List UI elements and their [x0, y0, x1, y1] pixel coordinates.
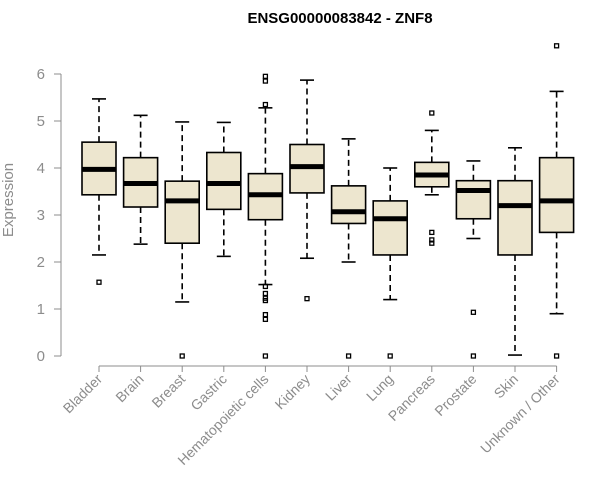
- y-tick-label: 3: [37, 207, 45, 224]
- x-tick-label: Skin: [491, 371, 522, 402]
- box-group: [164, 121, 200, 359]
- outlier-point: [387, 353, 393, 359]
- y-tick-label: 4: [37, 160, 45, 177]
- outlier-point: [262, 101, 269, 108]
- y-tick-label: 6: [37, 66, 45, 83]
- y-tick-label: 0: [37, 348, 45, 365]
- outlier-point: [262, 295, 269, 301]
- iqr-box: [206, 151, 242, 211]
- outlier-point: [429, 229, 435, 236]
- x-tick-label: Prostate: [431, 371, 479, 419]
- outlier-point: [553, 353, 560, 359]
- outlier-point: [179, 353, 185, 359]
- box-group: [413, 110, 450, 246]
- y-axis-label: Expression: [0, 163, 17, 237]
- y-tick-label: 1: [37, 301, 45, 318]
- box-group: [372, 167, 409, 359]
- box-group: [455, 160, 492, 359]
- y-tick-label: 5: [37, 113, 45, 130]
- box-group: [538, 43, 575, 359]
- box-group: [81, 98, 117, 285]
- y-axis: 0 1 2 3 4 5 6: [37, 66, 62, 365]
- y-tick-label: 2: [37, 254, 45, 271]
- outlier-point: [262, 311, 269, 318]
- x-tick-label: Liver: [322, 371, 355, 404]
- box-group: [206, 121, 242, 258]
- x-tick-label: Kidney: [272, 371, 314, 413]
- iqr-box: [538, 156, 575, 234]
- box-group: [247, 73, 284, 359]
- iqr-box: [330, 185, 367, 225]
- x-tick-label: Bladder: [60, 371, 106, 417]
- outlier-point: [262, 73, 269, 79]
- outlier-point: [96, 279, 102, 285]
- outlier-point: [262, 316, 269, 322]
- outlier-point: [429, 237, 435, 243]
- iqr-box: [455, 179, 492, 220]
- outlier-point: [553, 43, 560, 49]
- outlier-point: [262, 283, 269, 290]
- box-group: [289, 79, 325, 302]
- plot-area: [81, 43, 575, 359]
- x-tick-label: Breast: [148, 371, 188, 411]
- outlier-point: [429, 240, 435, 246]
- outlier-point: [470, 309, 477, 315]
- outlier-point: [345, 353, 352, 359]
- outlier-point: [262, 353, 269, 359]
- x-tick-label: Brain: [112, 371, 146, 405]
- box-group: [330, 138, 367, 359]
- outlier-point: [262, 78, 269, 84]
- iqr-box: [497, 179, 533, 256]
- box-group: [122, 114, 159, 245]
- iqr-box: [164, 180, 200, 245]
- outlier-point: [304, 296, 310, 302]
- x-tick-label: Unknown / Other: [477, 371, 563, 457]
- outlier-point: [429, 110, 435, 116]
- chart-title: ENSG00000083842 - ZNF8: [247, 10, 432, 27]
- iqr-box: [372, 200, 409, 256]
- outlier-point: [470, 353, 477, 359]
- box-group: [497, 146, 533, 356]
- outlier-point: [262, 290, 269, 297]
- x-tick-label: Lung: [363, 371, 396, 404]
